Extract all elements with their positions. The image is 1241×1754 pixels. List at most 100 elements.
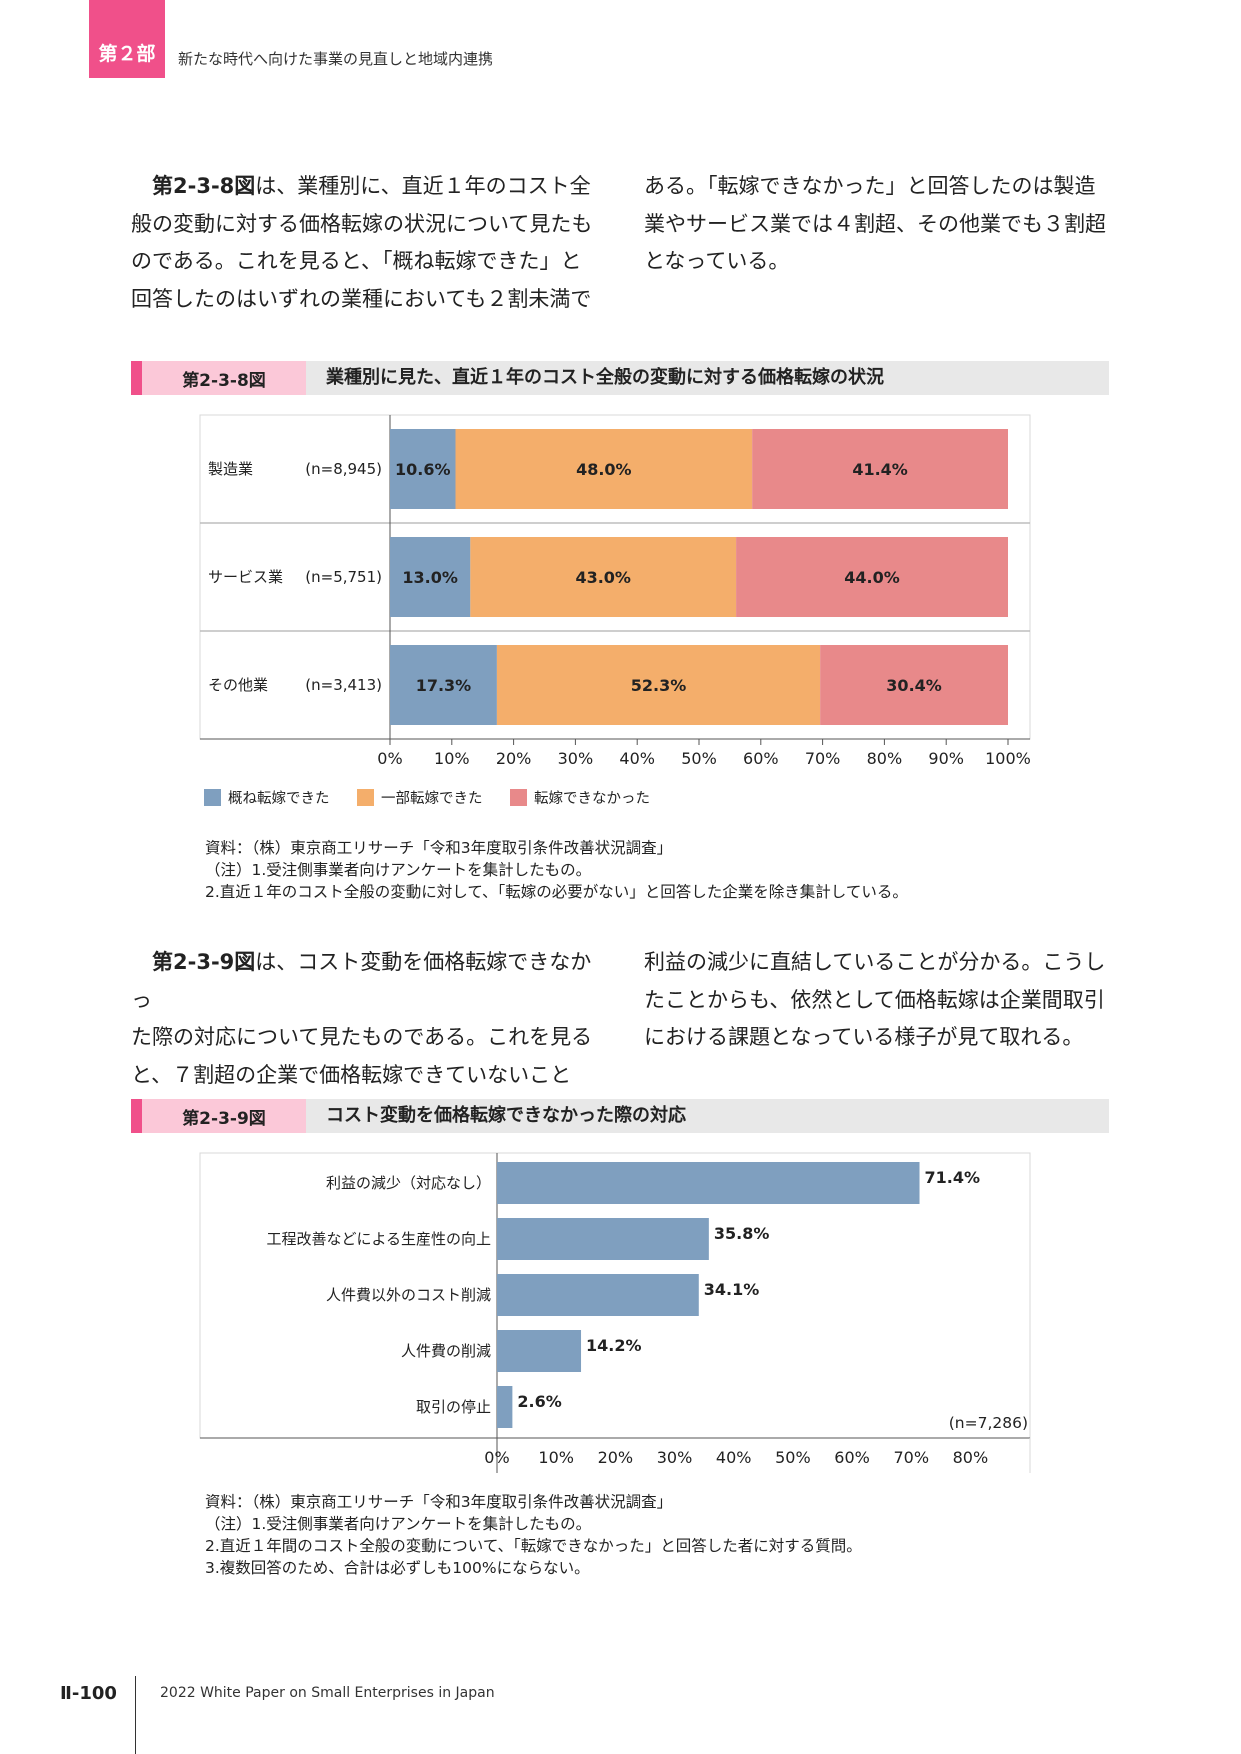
data-label: 35.8%	[714, 1224, 770, 1243]
bar-segment	[455, 429, 753, 509]
paragraph-line: 第2-3-8図は、業種別に、直近１年のコスト全	[152, 174, 591, 198]
category-label: 利益の減少（対応なし）	[326, 1174, 491, 1192]
x-tick-label: 90%	[928, 749, 964, 768]
data-label: 71.4%	[925, 1168, 981, 1187]
x-tick-label: 80%	[953, 1448, 989, 1467]
paragraph-line: 第2-3-9図は、コスト変動を価格転嫁できなかっ	[131, 950, 592, 1012]
source-note: 資料：（株）東京商工リサーチ「令和3年度取引条件改善状況調査」	[205, 839, 673, 857]
data-label: 30.4%	[886, 676, 942, 695]
paragraph-line: 業やサービス業では４割超、その他業でも３割超	[644, 211, 1106, 236]
x-tick-label: 10%	[434, 749, 470, 768]
footer-publication: 2022 White Paper on Small Enterprises in…	[160, 1685, 495, 1701]
paragraph-line: たことからも、依然として価格転嫁は企業間取引	[644, 987, 1105, 1012]
legend-label: 一部転嫁できた	[381, 790, 483, 807]
category-label: その他業	[208, 676, 268, 694]
figure-header-accent	[131, 1099, 142, 1133]
bar	[497, 1274, 699, 1316]
figure-2-notes: 資料：（株）東京商工リサーチ「令和3年度取引条件改善状況調査」 （注）1.受注側…	[205, 1491, 1105, 1579]
legend-label: 概ね転嫁できた	[228, 790, 330, 807]
bar	[497, 1218, 709, 1260]
data-label: 34.1%	[704, 1280, 760, 1299]
bar-segment	[390, 429, 456, 509]
stacked-bar-chart: 0% 10% 20% 30% 40% 50% 60% 70% 80% 90% 100% 製造業 (n=8…	[199, 414, 1031, 807]
note-line: （注）1.受注側事業者向けアンケートを集計したもの。	[205, 861, 592, 879]
x-tick-label: 30%	[558, 749, 594, 768]
legend-swatch	[510, 789, 527, 806]
data-label: 2.6%	[517, 1392, 561, 1411]
sample-size-label: (n=5,751)	[305, 568, 382, 586]
bar	[497, 1386, 513, 1428]
bar-segment	[736, 537, 1008, 617]
sample-size-label: (n=3,413)	[305, 676, 382, 694]
legend-swatch	[204, 789, 221, 806]
sample-size-label: (n=7,286)	[949, 1414, 1028, 1432]
x-tick-label: 50%	[681, 749, 717, 768]
sample-size-label: (n=8,945)	[305, 460, 382, 478]
x-tick-label: 10%	[538, 1448, 574, 1467]
page-number: Ⅱ-100	[60, 1683, 117, 1704]
note-line: 3.複数回答のため、合計は必ずしも100%にならない。	[205, 1559, 590, 1577]
paragraph-line: ある。「転嫁できなかった」と回答したのは製造	[644, 174, 1096, 198]
data-label: 17.3%	[416, 676, 472, 695]
figure-1-notes: 資料：（株）東京商工リサーチ「令和3年度取引条件改善状況調査」 （注）1.受注側…	[205, 837, 1105, 903]
category-label: 人件費の削減	[401, 1342, 491, 1360]
category-label: 製造業	[208, 460, 253, 478]
x-tick-label: 20%	[598, 1448, 634, 1467]
figure-title: コスト変動を価格転嫁できなかった際の対応	[326, 1105, 686, 1126]
x-tick-label: 60%	[834, 1448, 870, 1467]
legend-label: 転嫁できなかった	[534, 790, 650, 807]
source-note: 資料：（株）東京商工リサーチ「令和3年度取引条件改善状況調査」	[205, 1493, 673, 1511]
paragraph-line: となっている。	[644, 249, 790, 273]
figure-1-header: 第2-3-8図 業種別に見た、直近１年のコスト全般の変動に対する価格転嫁の状況	[131, 361, 1109, 395]
category-label: サービス業	[208, 568, 283, 586]
paragraph-line: た際の対応について見たものである。これを見る	[131, 1025, 593, 1049]
note-line: （注）1.受注側事業者向けアンケートを集計したもの。	[205, 1515, 592, 1533]
data-label: 41.4%	[852, 460, 908, 479]
x-tick-label: 40%	[619, 749, 655, 768]
paragraph-2-left: 第2-3-9図は、コスト変動を価格転嫁できなかっ た際の対応について見たものであ…	[131, 944, 606, 1132]
figure-reference: 第2-3-9図	[152, 950, 256, 974]
paragraph-line: のである。これを見ると、「概ね転嫁できた」と	[131, 249, 582, 273]
x-tick-label: 40%	[716, 1448, 752, 1467]
bar	[497, 1162, 920, 1204]
paragraph-1-right: ある。「転嫁できなかった」と回答したのは製造 業やサービス業では４割超、その他業…	[644, 168, 1119, 281]
data-label: 13.0%	[402, 568, 458, 587]
paragraph-1-left: 第2-3-8図は、業種別に、直近１年のコスト全 般の変動に対する価格転嫁の状況に…	[131, 168, 606, 318]
x-tick-label: 60%	[743, 749, 779, 768]
figure-title: 業種別に見た、直近１年のコスト全般の変動に対する価格転嫁の状況	[326, 367, 884, 388]
horizontal-bar-chart: 0% 10% 20% 30% 40% 50% 60% 70% 80% 利益の減少（対応なし） 71.…	[199, 1152, 1031, 1473]
paragraph-line: 利益の減少に直結していることが分かる。こうし	[644, 950, 1106, 974]
x-tick-label: 80%	[867, 749, 903, 768]
data-label: 43.0%	[575, 568, 631, 587]
footer-divider	[135, 1676, 136, 1754]
data-label: 44.0%	[844, 568, 900, 587]
bar-segment	[390, 537, 471, 617]
category-label: 工程改善などによる生産性の向上	[266, 1230, 491, 1248]
x-tick-label: 20%	[496, 749, 532, 768]
bar-segment	[470, 537, 737, 617]
part-tab: 第２部	[89, 0, 165, 78]
x-tick-label: 0%	[377, 749, 402, 768]
x-tick-label: 0%	[484, 1448, 509, 1467]
bar-segment	[496, 645, 821, 725]
x-tick-label: 70%	[805, 749, 841, 768]
legend-swatch	[357, 789, 374, 806]
x-tick-label: 70%	[893, 1448, 929, 1467]
bar-segment	[820, 645, 1008, 725]
figure-number: 第2-3-8図	[142, 361, 306, 395]
data-label: 52.3%	[631, 676, 687, 695]
paragraph-line: における課題となっている様子が見て取れる。	[644, 1025, 1084, 1049]
data-label: 48.0%	[576, 460, 632, 479]
x-tick-label: 50%	[775, 1448, 811, 1467]
paragraph-line: 回答したのはいずれの業種においても２割未満で	[131, 286, 592, 311]
data-label: 14.2%	[586, 1336, 642, 1355]
category-label: 取引の停止	[416, 1398, 491, 1416]
figure-number: 第2-3-9図	[142, 1099, 306, 1133]
data-label: 10.6%	[395, 460, 451, 479]
x-tick-label: 100%	[985, 749, 1031, 768]
note-line: 2.直近１年間のコスト全般の変動について、「転嫁できなかった」と回答した者に対す…	[205, 1537, 862, 1555]
bar-segment	[390, 645, 497, 725]
figure-reference: 第2-3-8図	[152, 174, 256, 198]
bar	[497, 1330, 582, 1372]
category-label: 人件費以外のコスト削減	[326, 1286, 491, 1304]
